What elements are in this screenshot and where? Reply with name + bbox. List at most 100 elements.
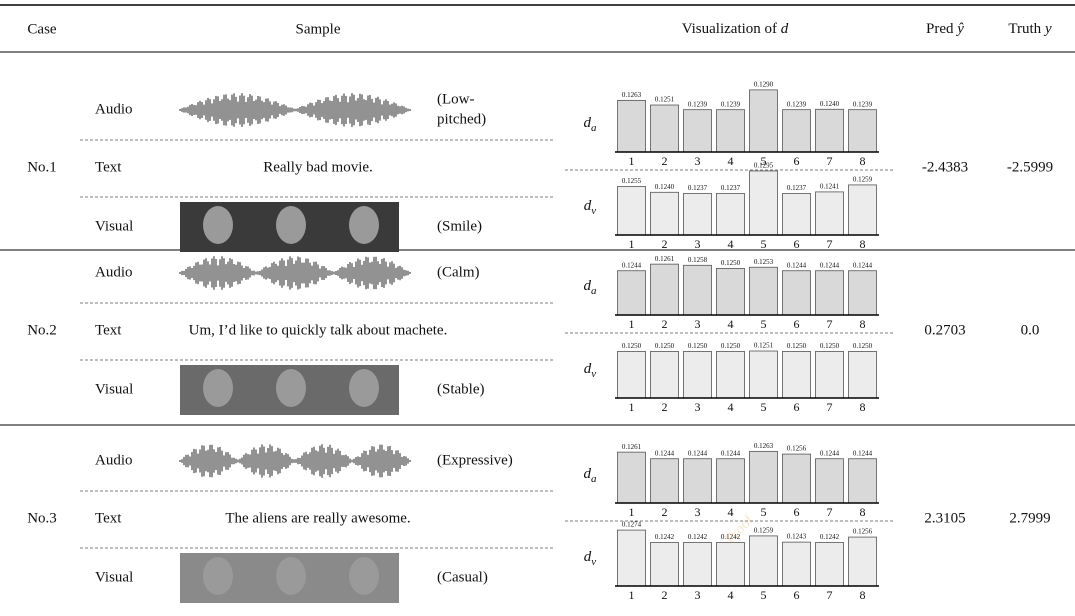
x-tick-label: 2 (662, 400, 668, 414)
bar (618, 530, 646, 586)
modality-label: Audio (95, 264, 133, 280)
bar (684, 193, 712, 235)
prediction: 0.2703 (924, 322, 965, 338)
chart-label: da (584, 466, 598, 484)
value-label: 0.1244 (721, 449, 741, 457)
bar (717, 193, 745, 235)
label-subscript: v (591, 368, 596, 380)
bar (783, 454, 811, 503)
value-label: 0.1274 (622, 521, 642, 529)
value-label: 0.1244 (853, 261, 873, 269)
x-tick-label: 8 (860, 317, 866, 331)
text-sample: Really bad movie. (263, 159, 373, 175)
audio-description: pitched) (437, 111, 486, 127)
x-tick-label: 4 (728, 317, 734, 331)
value-label: 0.1259 (754, 527, 774, 535)
header-sample: Sample (296, 21, 341, 37)
chart-label: da (584, 278, 598, 296)
value-label: 0.1258 (688, 256, 708, 264)
results-table: Case Sample Visualization of d Pred ŷ Tr… (0, 0, 1075, 616)
value-label: 0.1259 (853, 176, 873, 184)
x-tick-label: 8 (860, 154, 866, 168)
bar (750, 90, 778, 152)
value-label: 0.1290 (754, 80, 774, 88)
bar (618, 186, 646, 235)
header-truth: Truth y (1008, 21, 1052, 37)
label-subscript: a (591, 473, 597, 485)
x-tick-label: 8 (860, 237, 866, 251)
bar (651, 543, 679, 586)
value-label: 0.1240 (820, 100, 840, 108)
x-tick-label: 6 (794, 400, 800, 414)
x-tick-label: 7 (827, 237, 833, 251)
value-label: 0.1242 (820, 533, 840, 541)
chart-label: dv (584, 198, 597, 216)
prediction: 2.3105 (924, 510, 965, 526)
bar (618, 351, 646, 398)
x-tick-label: 8 (860, 400, 866, 414)
bar (783, 542, 811, 586)
bar (849, 459, 877, 503)
header-math: d (781, 21, 789, 37)
x-tick-label: 6 (794, 237, 800, 251)
prediction: -2.4383 (922, 159, 968, 175)
bar (651, 105, 679, 152)
value-label: 0.1255 (622, 177, 642, 185)
value-label: 0.1263 (622, 91, 642, 99)
x-tick-label: 3 (695, 588, 701, 602)
bar (816, 271, 844, 315)
x-tick-label: 7 (827, 588, 833, 602)
face (349, 369, 379, 407)
x-tick-label: 3 (695, 400, 701, 414)
bar (849, 271, 877, 315)
bar (816, 543, 844, 586)
x-tick-label: 4 (728, 505, 734, 519)
label-subscript: a (591, 285, 597, 297)
face (276, 206, 306, 244)
modality-label: Visual (95, 569, 133, 585)
x-tick-label: 4 (728, 154, 734, 168)
value-label: 0.1244 (853, 449, 873, 457)
bar (750, 171, 778, 235)
bar (618, 271, 646, 315)
audio-waveform (180, 256, 410, 290)
bar (717, 459, 745, 503)
x-tick-label: 1 (629, 237, 635, 251)
header-math: ŷ (955, 21, 964, 37)
x-tick-label: 2 (662, 154, 668, 168)
bar (717, 110, 745, 152)
audio-description: (Low- (437, 91, 475, 107)
bar (717, 268, 745, 315)
bar (684, 543, 712, 586)
bar (849, 351, 877, 398)
x-tick-label: 2 (662, 505, 668, 519)
modality-label: Text (95, 322, 122, 338)
value-label: 0.1251 (754, 342, 774, 350)
x-tick-label: 1 (629, 505, 635, 519)
face (203, 557, 233, 595)
face (276, 557, 306, 595)
value-label: 0.1244 (787, 261, 807, 269)
x-tick-label: 6 (794, 588, 800, 602)
text-sample: The aliens are really awesome. (225, 510, 410, 526)
x-tick-label: 2 (662, 317, 668, 331)
x-tick-label: 5 (761, 237, 767, 251)
modality-label: Visual (95, 218, 133, 234)
x-tick-label: 4 (728, 400, 734, 414)
value-label: 0.1240 (655, 183, 675, 191)
bar (684, 265, 712, 315)
value-label: 0.1237 (721, 184, 741, 192)
bar (783, 271, 811, 315)
bar (651, 351, 679, 398)
ground-truth: 2.7999 (1009, 510, 1050, 526)
x-tick-label: 8 (860, 588, 866, 602)
value-label: 0.1244 (655, 449, 675, 457)
value-label: 0.1242 (688, 533, 708, 541)
case-label: No.2 (27, 322, 57, 338)
x-tick-label: 7 (827, 154, 833, 168)
face (276, 369, 306, 407)
bar (750, 351, 778, 398)
text-sample: Um, I’d like to quickly talk about mache… (189, 322, 448, 338)
value-label: 0.1256 (787, 445, 807, 453)
value-label: 0.1239 (787, 100, 807, 108)
